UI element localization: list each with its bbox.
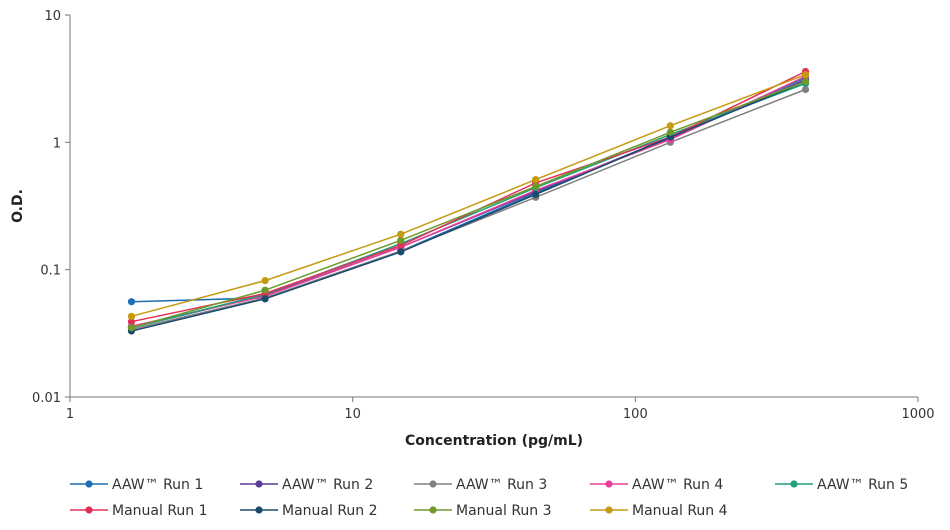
legend-marker <box>85 480 93 488</box>
data-point-9-1 <box>127 312 136 320</box>
data-point-8-1 <box>127 324 136 332</box>
y-tick-label: 1 <box>53 136 61 151</box>
x-tick-label: 1 <box>66 407 74 422</box>
data-point-9-5 <box>666 122 674 130</box>
legend-label: AAW™ Run 3 <box>456 477 547 493</box>
series-points <box>127 67 810 335</box>
series-line-8 <box>131 80 806 329</box>
legend-marker <box>85 506 93 514</box>
tick-labels: 1 10 100 1000 0.01 0.1 1 10 <box>32 9 935 422</box>
legend-marker <box>255 506 263 514</box>
legend-item-6: Manual Run 1 <box>70 503 208 519</box>
series-line-6 <box>131 70 806 323</box>
legend-item-4: AAW™ Run 4 <box>590 477 723 493</box>
data-point-7-3 <box>397 248 405 256</box>
y-tick-label: 10 <box>44 9 61 24</box>
legend-marker <box>790 480 798 488</box>
legend-label: AAW™ Run 4 <box>632 477 723 493</box>
data-point-8-5 <box>666 128 674 136</box>
legend-marker <box>255 480 263 488</box>
data-point-9-6 <box>801 71 810 79</box>
data-point-3-6 <box>801 85 810 94</box>
legend-label: AAW™ Run 5 <box>817 477 908 493</box>
data-point-9-3 <box>397 230 405 238</box>
legend-item-5: AAW™ Run 5 <box>775 477 908 493</box>
series-line-4 <box>131 75 806 327</box>
data-point-7-2 <box>261 295 269 303</box>
legend-label: AAW™ Run 1 <box>112 477 203 493</box>
data-point-1-1 <box>127 298 136 306</box>
data-point-8-6 <box>801 77 810 86</box>
data-point-9-4 <box>532 175 540 184</box>
x-tick-label: 1000 <box>901 407 934 422</box>
series-line-3 <box>131 88 806 331</box>
legend-marker <box>429 480 437 488</box>
legend-item-3: AAW™ Run 3 <box>414 477 547 493</box>
series-line-2 <box>131 79 806 329</box>
data-point-9-2 <box>261 277 269 285</box>
data-point-8-3 <box>397 236 405 244</box>
legend-label: Manual Run 2 <box>282 503 378 519</box>
legend-label: Manual Run 4 <box>632 503 728 519</box>
legend-label: Manual Run 1 <box>112 503 208 519</box>
x-axis-title: Concentration (pg/mL) <box>405 433 583 449</box>
legend-item-9: Manual Run 4 <box>590 503 728 519</box>
legend-marker <box>429 506 437 514</box>
legend-item-7: Manual Run 2 <box>240 503 378 519</box>
legend-item-2: AAW™ Run 2 <box>240 477 373 493</box>
data-point-6-1 <box>127 318 136 326</box>
legend-item-1: AAW™ Run 1 <box>70 477 203 493</box>
y-axis-title: O.D. <box>10 189 26 223</box>
legend-item-8: Manual Run 3 <box>414 503 552 519</box>
data-point-8-2 <box>261 286 269 294</box>
series-line-1 <box>131 77 806 303</box>
legend-label: Manual Run 3 <box>456 503 552 519</box>
series-line-9 <box>131 73 806 318</box>
data-point-8-4 <box>532 182 540 191</box>
y-tick-label: 0.1 <box>40 264 61 279</box>
axes <box>69 15 918 398</box>
y-tick-label: 0.01 <box>32 391 61 406</box>
data-point-6-3 <box>397 241 405 250</box>
data-point-7-4 <box>532 190 540 199</box>
series-lines <box>131 70 806 332</box>
x-tick-label: 100 <box>623 407 648 422</box>
legend-marker <box>605 506 613 514</box>
series-line-7 <box>131 80 806 332</box>
legend-label: AAW™ Run 2 <box>282 477 373 493</box>
x-tick-label: 10 <box>344 407 361 422</box>
legend-marker <box>605 480 613 488</box>
legend: AAW™ Run 1 AAW™ Run 2 AAW™ Run 3 AAW™ Run 4… <box>70 477 908 519</box>
